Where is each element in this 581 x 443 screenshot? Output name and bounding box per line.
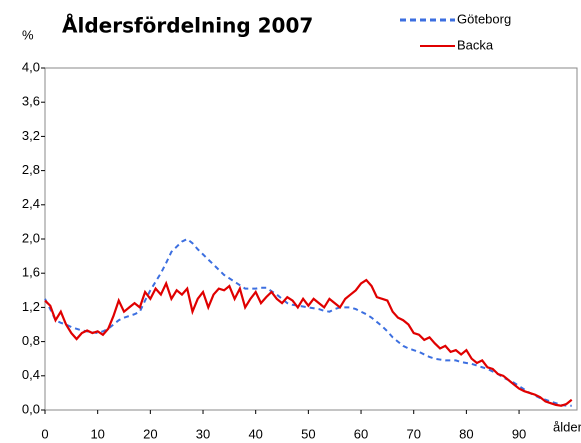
y-tick-label: 2,4 bbox=[22, 196, 40, 211]
x-tick-label: 90 bbox=[512, 426, 526, 441]
x-axis-label: ålder bbox=[553, 419, 581, 434]
x-tick-label: 30 bbox=[196, 426, 210, 441]
x-tick-label: 80 bbox=[459, 426, 473, 441]
plot-frame bbox=[44, 67, 578, 411]
x-tick-label: 10 bbox=[90, 426, 104, 441]
y-tick-label: 0,0 bbox=[22, 401, 40, 416]
x-tick-label: 20 bbox=[143, 426, 157, 441]
y-tick-label: 1,6 bbox=[22, 265, 40, 280]
x-tick-label: 70 bbox=[406, 426, 420, 441]
y-tick-label: 0,4 bbox=[22, 367, 40, 382]
y-tick-label: 2,8 bbox=[22, 162, 40, 177]
chart-title: Åldersfördelning 2007 bbox=[62, 14, 313, 38]
x-tick-label: 60 bbox=[354, 426, 368, 441]
y-tick-label: 4,0 bbox=[22, 59, 40, 74]
series-line bbox=[44, 237, 572, 407]
x-tick-label: 0 bbox=[41, 426, 48, 441]
y-tick-label: 0,8 bbox=[22, 333, 40, 348]
y-tick-label: 1,2 bbox=[22, 299, 40, 314]
y-tick-label: 3,6 bbox=[22, 94, 40, 109]
x-tick-label: 50 bbox=[301, 426, 315, 441]
legend-label: Backa bbox=[457, 37, 494, 52]
y-tick-label: 3,2 bbox=[22, 128, 40, 143]
y-tick-label: 2,0 bbox=[22, 230, 40, 245]
series-line bbox=[44, 278, 573, 407]
legend-label: Göteborg bbox=[457, 11, 511, 26]
y-axis-label: % bbox=[22, 27, 34, 42]
x-tick-label: 40 bbox=[248, 426, 262, 441]
